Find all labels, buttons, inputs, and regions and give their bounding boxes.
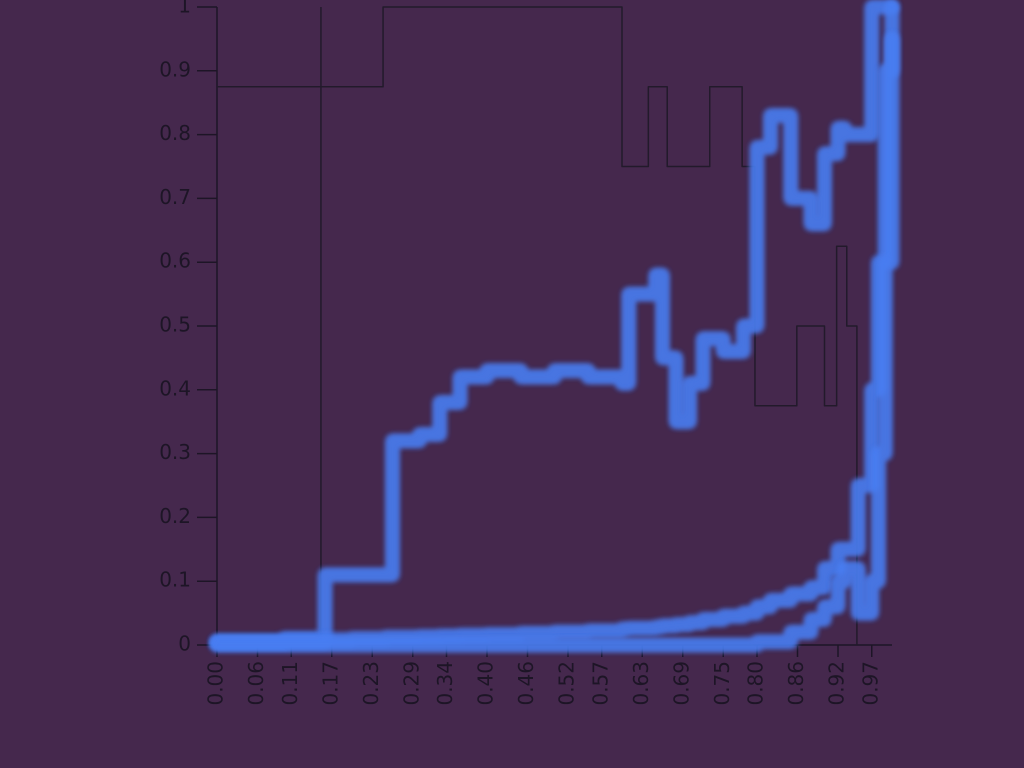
y-tick-label: 0 [178,632,191,656]
x-tick-label: 0.23 [359,661,383,706]
y-tick-label: 0.4 [159,376,191,400]
glow-line [211,32,898,651]
x-tick-label: 0.46 [514,661,538,706]
x-tick-label: 0.57 [588,661,612,706]
glow-line [211,1,898,648]
y-tick-label: 0.5 [159,313,191,337]
y-tick-label: 1 [178,0,191,18]
x-tick-label: 0.75 [710,661,734,706]
x-tick-label: 0.92 [825,661,849,706]
x-tick-label: 0.34 [433,661,457,706]
x-tick-label: 0.52 [555,661,579,706]
x-tick-label: 0.29 [399,661,423,706]
x-tick-label: 0.97 [858,661,882,706]
y-tick-label: 0.9 [159,57,191,81]
y-tick-label: 0.1 [159,568,191,592]
x-tick-label: 0.86 [784,661,808,706]
y-tick-label: 0.2 [159,504,191,528]
x-tick-label: 0.11 [278,661,302,706]
x-tick-label: 0.80 [744,661,768,706]
x-tick-label: 0.06 [244,661,268,706]
y-tick-label: 0.7 [159,185,191,209]
x-tick-label: 0.69 [669,661,693,706]
x-tick-label: 0.00 [204,661,228,706]
x-tick-label: 0.63 [629,661,653,706]
glow-line [211,1,898,648]
y-tick-label: 0.3 [159,440,191,464]
y-tick-label: 0.6 [159,249,191,273]
y-tick-label: 0.8 [159,121,191,145]
x-tick-label: 0.17 [318,661,342,706]
x-tick-label: 0.40 [474,661,498,706]
step-line [216,6,858,646]
